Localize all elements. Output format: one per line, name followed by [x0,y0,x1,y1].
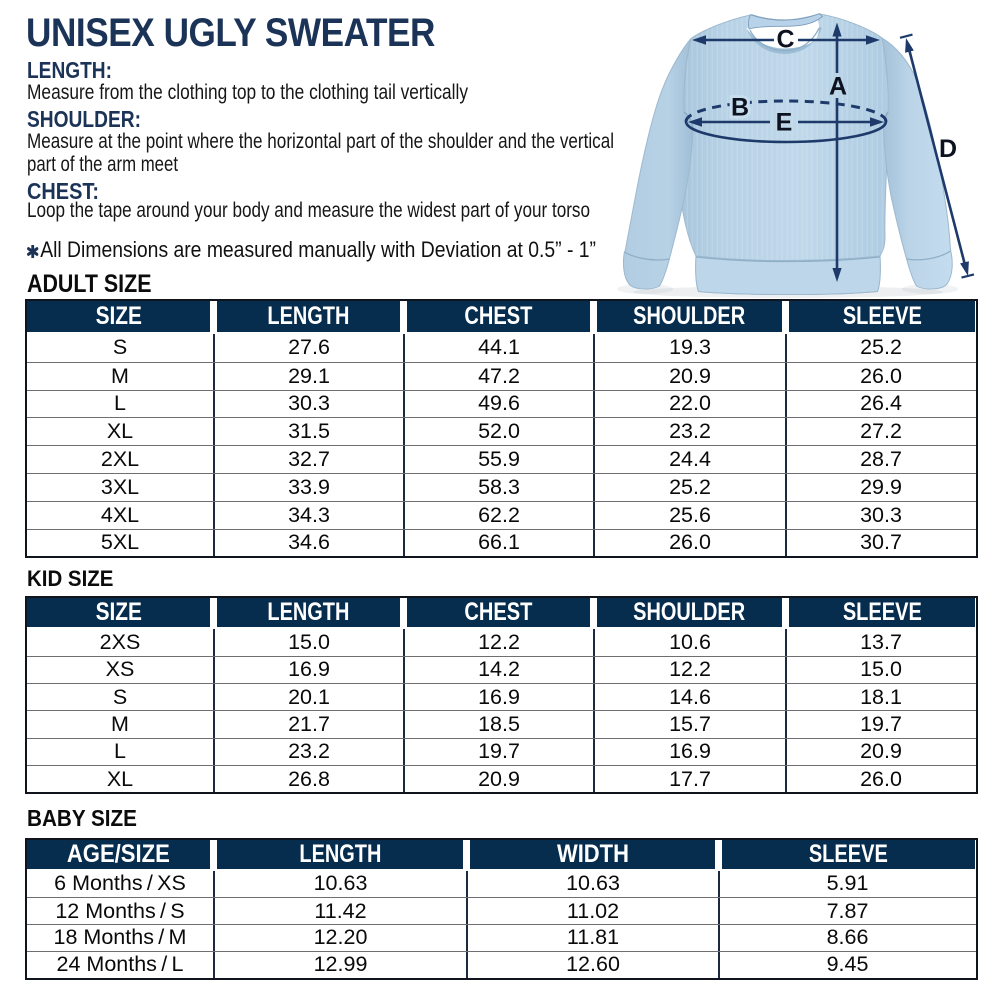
svg-text:C: C [776,26,794,54]
svg-text:A: A [829,73,847,101]
svg-text:B: B [731,94,749,122]
svg-text:E: E [776,109,793,137]
svg-text:D: D [939,135,957,163]
